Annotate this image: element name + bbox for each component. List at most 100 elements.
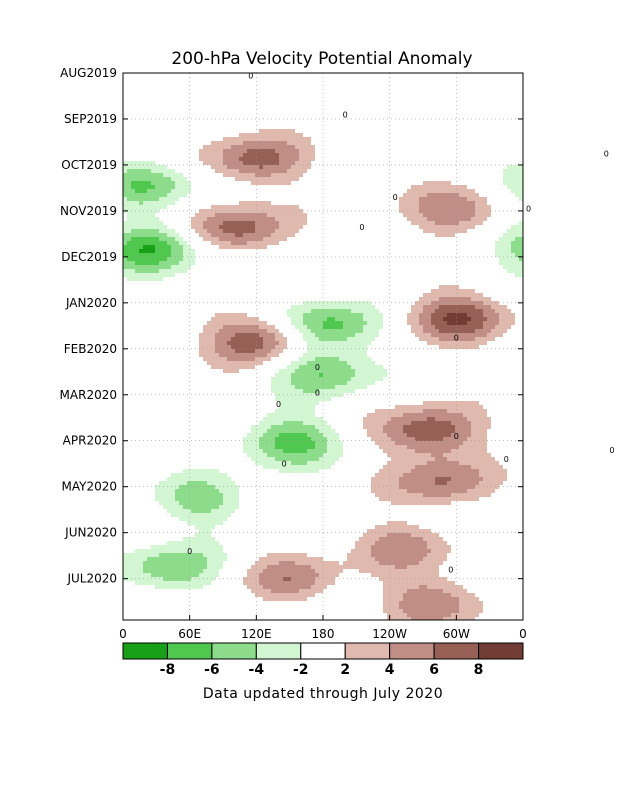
field-cell bbox=[155, 197, 159, 201]
field-cell bbox=[451, 201, 455, 205]
field-cell bbox=[327, 453, 331, 457]
field-cell bbox=[311, 381, 315, 385]
field-cell bbox=[447, 605, 451, 609]
field-cell bbox=[307, 417, 311, 421]
field-cell bbox=[443, 457, 447, 461]
field-cell bbox=[291, 129, 295, 133]
field-cell bbox=[279, 573, 283, 577]
field-cell bbox=[207, 349, 211, 353]
field-cell bbox=[263, 421, 267, 425]
field-cell bbox=[255, 425, 259, 429]
field-cell bbox=[439, 401, 443, 405]
field-cell bbox=[259, 177, 263, 181]
field-cell bbox=[127, 189, 131, 193]
field-cell bbox=[323, 369, 327, 373]
field-cell bbox=[279, 581, 283, 585]
field-cell bbox=[243, 445, 247, 449]
field-cell bbox=[479, 409, 483, 413]
field-cell bbox=[319, 345, 323, 349]
field-cell bbox=[319, 325, 323, 329]
field-cell bbox=[443, 221, 447, 225]
field-cell bbox=[391, 445, 395, 449]
field-cell bbox=[395, 617, 399, 620]
field-cell bbox=[183, 261, 187, 265]
field-cell bbox=[407, 541, 411, 545]
field-cell bbox=[227, 349, 231, 353]
field-cell bbox=[211, 361, 215, 365]
field-cell bbox=[287, 437, 291, 441]
field-cell bbox=[159, 265, 163, 269]
field-cell bbox=[471, 293, 475, 297]
field-cell bbox=[331, 345, 335, 349]
field-cell bbox=[167, 541, 171, 545]
field-cell bbox=[247, 221, 251, 225]
field-cell bbox=[139, 197, 143, 201]
field-cell bbox=[295, 217, 299, 221]
field-cell bbox=[315, 321, 319, 325]
field-cell bbox=[135, 161, 139, 165]
field-cell bbox=[467, 481, 471, 485]
field-cell bbox=[319, 461, 323, 465]
field-cell bbox=[179, 505, 183, 509]
field-cell bbox=[415, 613, 419, 617]
field-cell bbox=[263, 169, 267, 173]
field-cell bbox=[331, 437, 335, 441]
field-cell bbox=[187, 581, 191, 585]
field-cell bbox=[319, 333, 323, 337]
field-cell bbox=[411, 197, 415, 201]
field-cell bbox=[267, 569, 271, 573]
field-cell bbox=[239, 153, 243, 157]
field-cell bbox=[223, 365, 227, 369]
field-cell bbox=[403, 545, 407, 549]
field-cell bbox=[179, 253, 183, 257]
field-cell bbox=[435, 197, 439, 201]
field-cell bbox=[259, 325, 263, 329]
field-cell bbox=[279, 393, 283, 397]
field-cell bbox=[447, 613, 451, 617]
field-cell bbox=[419, 473, 423, 477]
field-cell bbox=[167, 565, 171, 569]
field-cell bbox=[451, 301, 455, 305]
field-cell bbox=[359, 317, 363, 321]
field-cell bbox=[183, 497, 187, 501]
field-cell bbox=[303, 573, 307, 577]
field-cell bbox=[395, 481, 399, 485]
field-cell bbox=[399, 449, 403, 453]
field-cell bbox=[303, 365, 307, 369]
field-cell bbox=[451, 593, 455, 597]
field-cell bbox=[227, 205, 231, 209]
field-cell bbox=[443, 485, 447, 489]
field-cell bbox=[135, 549, 139, 553]
field-cell bbox=[287, 157, 291, 161]
field-cell bbox=[355, 305, 359, 309]
field-cell bbox=[287, 389, 291, 393]
field-cell bbox=[323, 313, 327, 317]
field-cell bbox=[479, 205, 483, 209]
field-cell bbox=[515, 253, 519, 257]
field-cell bbox=[375, 441, 379, 445]
field-cell bbox=[355, 337, 359, 341]
field-cell bbox=[123, 245, 127, 249]
field-cell bbox=[427, 553, 431, 557]
field-cell bbox=[435, 465, 439, 469]
field-cell bbox=[339, 329, 343, 333]
field-cell bbox=[195, 493, 199, 497]
field-cell bbox=[171, 173, 175, 177]
field-cell bbox=[231, 205, 235, 209]
field-cell bbox=[223, 337, 227, 341]
field-cell bbox=[171, 497, 175, 501]
field-cell bbox=[323, 421, 327, 425]
field-cell bbox=[451, 417, 455, 421]
field-cell bbox=[479, 433, 483, 437]
field-cell bbox=[175, 189, 179, 193]
field-cell bbox=[315, 441, 319, 445]
field-cell bbox=[443, 337, 447, 341]
field-cell bbox=[363, 421, 367, 425]
field-cell bbox=[299, 209, 303, 213]
field-cell bbox=[355, 377, 359, 381]
field-cell bbox=[243, 345, 247, 349]
field-cell bbox=[131, 569, 135, 573]
field-cell bbox=[471, 497, 475, 501]
field-cell bbox=[459, 449, 463, 453]
field-cell bbox=[319, 397, 323, 401]
